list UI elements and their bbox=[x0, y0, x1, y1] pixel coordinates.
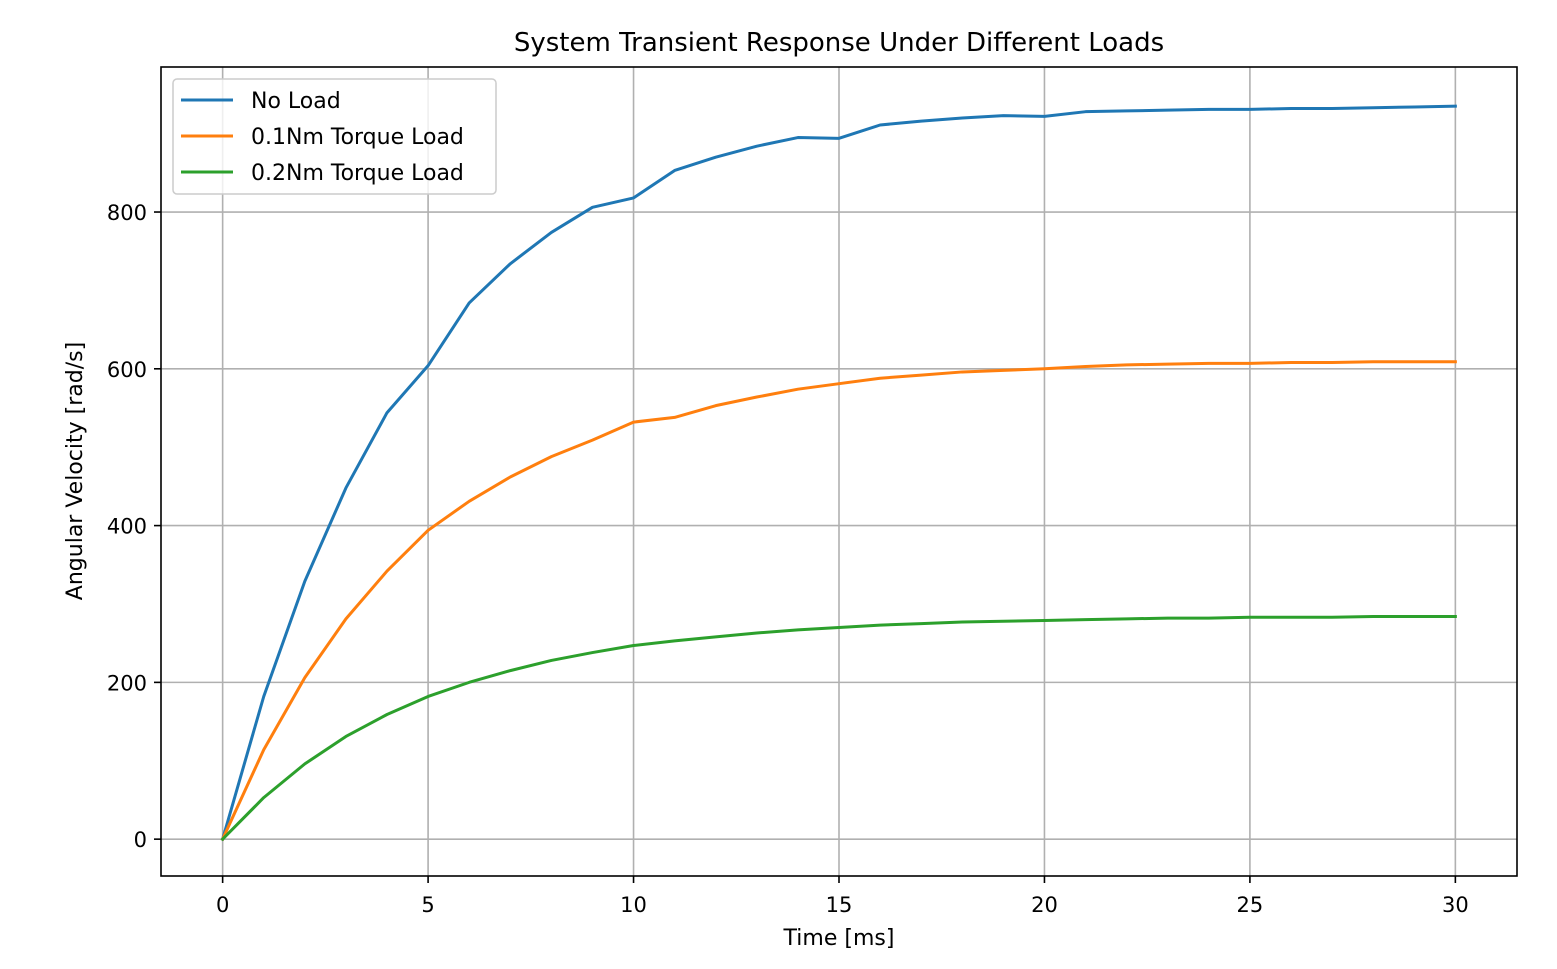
y-tick-label: 0 bbox=[134, 828, 147, 852]
y-axis-title: Angular Velocity [rad/s] bbox=[63, 342, 88, 600]
series-line-0-2nm-torque-load bbox=[220, 615, 1457, 842]
series-line-no-load bbox=[220, 104, 1457, 842]
x-tick-label: 10 bbox=[620, 893, 647, 917]
legend-label: 0.1Nm Torque Load bbox=[251, 125, 464, 150]
x-axis-title: Time [ms] bbox=[783, 926, 895, 951]
x-axis-ticks: 0 5 10 15 20 25 30 bbox=[216, 876, 1469, 917]
y-tick-label: 400 bbox=[107, 515, 147, 539]
x-tick-label: 20 bbox=[1031, 893, 1058, 917]
grid bbox=[161, 67, 1517, 876]
legend-entries: No Load 0.1Nm Torque Load 0.2Nm Torque Loa… bbox=[181, 89, 464, 186]
y-axis-ticks: 0 200 400 600 800 bbox=[107, 201, 161, 852]
series-line-0-1nm-torque-load bbox=[220, 360, 1457, 842]
x-tick-label: 25 bbox=[1237, 893, 1264, 917]
chart-title: System Transient Response Under Differen… bbox=[514, 28, 1164, 58]
x-tick-label: 5 bbox=[421, 893, 434, 917]
legend: No Load 0.1Nm Torque Load 0.2Nm Torque Loa… bbox=[172, 78, 497, 195]
y-tick-label: 200 bbox=[107, 671, 147, 695]
y-tick-label: 600 bbox=[107, 358, 147, 382]
legend-box bbox=[172, 78, 497, 195]
series-lines bbox=[220, 104, 1457, 842]
x-tick-label: 0 bbox=[216, 893, 229, 917]
x-tick-label: 15 bbox=[826, 893, 853, 917]
x-tick-label: 30 bbox=[1442, 893, 1469, 917]
y-tick-label: 800 bbox=[107, 201, 147, 225]
legend-label: No Load bbox=[251, 89, 341, 114]
legend-label: 0.2Nm Torque Load bbox=[251, 161, 464, 186]
